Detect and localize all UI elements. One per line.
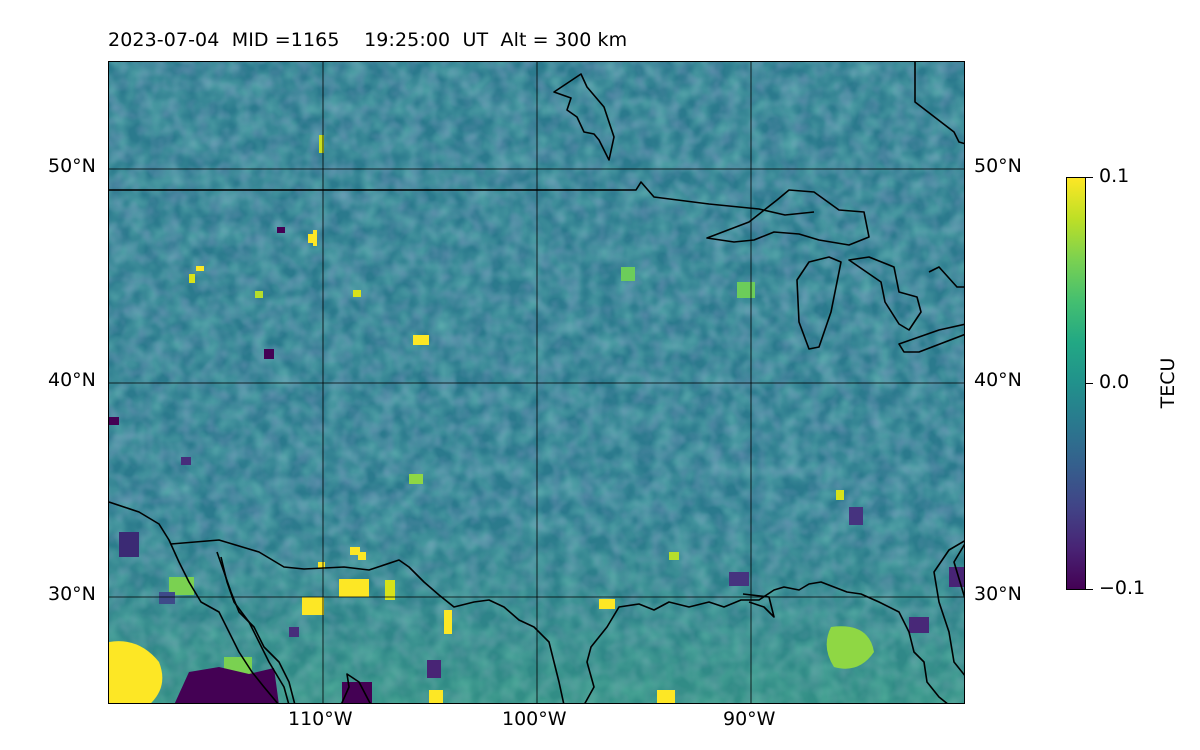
tec-map-svg [109, 62, 964, 703]
lake-superior [706, 189, 870, 246]
colorbar [1066, 177, 1086, 590]
lake-ontario [928, 266, 964, 288]
florida-east-coast [953, 543, 964, 599]
sonora-coast [220, 556, 290, 703]
lake-winnipeg [553, 73, 615, 161]
lake-michigan [796, 256, 842, 350]
lat-label-30n-left: 30°N [48, 583, 96, 605]
lake-erie [898, 323, 964, 353]
colorbar-label-zero: 0.0 [1099, 371, 1130, 393]
map-panel[interactable] [108, 61, 965, 704]
positive-anomalies [109, 135, 874, 703]
lat-label-40n-right: 40°N [974, 369, 1022, 391]
gulf-of-mexico-coast [584, 581, 948, 703]
lat-label-50n-right: 50°N [974, 155, 1022, 177]
colorbar-title: TECU [1157, 357, 1179, 409]
gridlines [109, 62, 964, 703]
florida-west-coast [933, 540, 964, 676]
lat-label-30n-right: 30°N [974, 583, 1022, 605]
mexico-us-border [170, 539, 565, 703]
lon-label-90w: 90°W [723, 708, 776, 730]
lon-label-110w: 110°W [288, 708, 353, 730]
colorbar-tick-bottom [1086, 589, 1093, 591]
lat-label-50n-left: 50°N [48, 155, 96, 177]
gulf-of-california-inner [341, 673, 371, 703]
negative-anomalies [109, 227, 964, 703]
coastlines-borders [109, 62, 964, 703]
colorbar-label-max: 0.1 [1099, 165, 1130, 187]
lat-label-40n-left: 40°N [48, 369, 96, 391]
colorbar-label-min: −0.1 [1099, 577, 1146, 599]
pacific-coast [109, 501, 279, 703]
lon-label-100w: 100°W [502, 708, 567, 730]
us-canada-border [109, 181, 815, 216]
lake-huron [848, 256, 922, 331]
colorbar-tick-middle [1086, 383, 1093, 385]
mississippi-delta [742, 593, 775, 618]
hudson-bay-coast [914, 62, 964, 145]
map-title: 2023-07-04 MID =1165 19:25:00 UT Alt = 3… [108, 29, 628, 51]
colorbar-tick-top [1086, 177, 1093, 179]
